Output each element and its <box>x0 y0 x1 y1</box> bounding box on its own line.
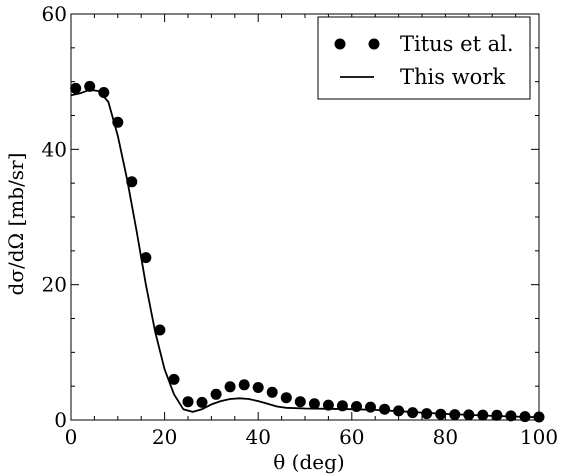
axis-layer: 0 20 40 60 80 100 0 20 40 60 <box>42 2 559 449</box>
data-point-titus <box>224 381 236 393</box>
y-tick-label: 20 <box>42 273 67 297</box>
data-point-titus <box>238 379 250 391</box>
data-point-titus <box>210 388 222 400</box>
y-tick-label: 60 <box>42 2 67 26</box>
plot-layer <box>70 80 545 423</box>
x-tick-label: 80 <box>433 425 458 449</box>
legend-label-titus: Titus et al. <box>400 32 514 56</box>
data-point-titus <box>322 399 334 411</box>
data-point-titus <box>365 401 376 413</box>
legend-marker-titus <box>368 38 380 50</box>
data-point-titus <box>70 82 82 94</box>
data-point-titus <box>126 176 138 188</box>
y-tick-label: 40 <box>42 137 67 161</box>
data-point-titus <box>98 87 110 98</box>
x-axis-label: θ (deg) <box>273 450 344 474</box>
data-point-titus <box>84 80 96 92</box>
data-point-titus <box>266 386 278 398</box>
data-point-titus <box>182 396 194 408</box>
data-point-titus <box>196 396 208 408</box>
x-tick-label: 0 <box>65 425 78 449</box>
data-point-titus <box>168 373 180 385</box>
legend-label-this-work: This work <box>400 65 505 89</box>
data-point-titus <box>379 403 391 415</box>
legend: Titus et al. This work <box>317 16 531 100</box>
legend-frame <box>317 16 531 100</box>
legend-marker-titus <box>334 38 346 50</box>
x-tick-label: 20 <box>152 425 177 449</box>
data-point-titus <box>252 382 264 393</box>
x-tick-label: 40 <box>245 425 270 449</box>
data-point-titus <box>140 252 152 264</box>
data-point-titus <box>308 398 320 410</box>
data-point-titus <box>280 392 292 404</box>
y-tick-label: 0 <box>54 408 67 432</box>
x-tick-label: 100 <box>520 425 558 449</box>
y-axis-label: dσ/dΩ [mb/sr] <box>4 153 28 296</box>
series-line-this-work <box>70 88 540 419</box>
data-point-titus <box>154 324 166 336</box>
data-point-titus <box>294 396 306 408</box>
x-tick-label: 60 <box>339 425 364 449</box>
